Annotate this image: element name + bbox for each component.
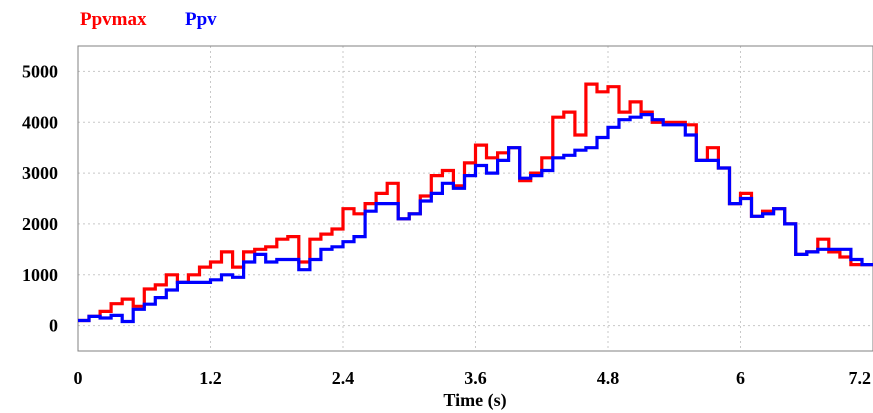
y-axis-ticks: 0 1000 2000 3000 4000 5000 bbox=[22, 61, 58, 335]
x-tick-label: 1.2 bbox=[199, 368, 222, 388]
legend-entry-ppv: Ppv bbox=[185, 9, 217, 30]
x-tick-label: 6 bbox=[736, 368, 745, 388]
y-tick-label: 2000 bbox=[22, 214, 58, 234]
x-tick-label: 0 bbox=[74, 368, 83, 388]
plot-area bbox=[77, 45, 873, 352]
x-tick-label: 2.4 bbox=[332, 368, 355, 388]
x-tick-label: 3.6 bbox=[464, 368, 487, 388]
y-tick-label: 4000 bbox=[22, 112, 58, 132]
x-axis-ticks: 0 1.2 2.4 3.6 4.8 6 7.2 bbox=[74, 368, 872, 388]
x-tick-label: 7.2 bbox=[849, 368, 872, 388]
grid bbox=[78, 46, 873, 351]
x-tick-label: 4.8 bbox=[597, 368, 620, 388]
legend-entry-ppvmax: Ppvmax bbox=[80, 9, 147, 30]
y-tick-label: 1000 bbox=[22, 265, 58, 285]
series-layer bbox=[78, 82, 873, 324]
y-tick-label: 3000 bbox=[22, 163, 58, 183]
series-line-ppv bbox=[78, 113, 873, 324]
y-tick-label: 5000 bbox=[22, 61, 58, 81]
x-axis-title: Time (s) bbox=[443, 390, 506, 411]
legend: Ppvmax Ppv bbox=[80, 9, 217, 30]
y-tick-label: 0 bbox=[49, 316, 58, 336]
